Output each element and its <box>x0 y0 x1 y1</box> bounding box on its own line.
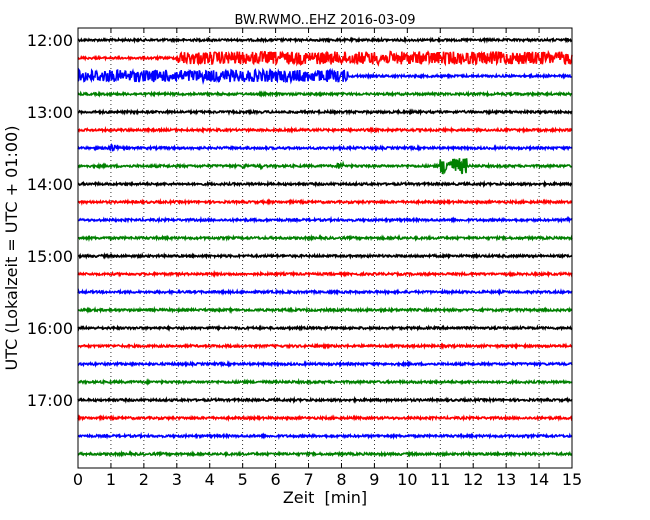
trace-1430 <box>77 215 573 224</box>
x-tick-label: 4 <box>205 470 215 489</box>
trace-1315 <box>77 125 573 135</box>
seismogram-traces <box>77 35 573 458</box>
chart-title: BW.RWMO..EHZ 2016-03-09 <box>234 13 415 28</box>
x-axis-label: Zeit [min] <box>283 488 367 507</box>
trace-1300 <box>77 108 573 116</box>
x-tick-label: 10 <box>397 470 417 489</box>
y-tick-label: 17:00 <box>27 391 73 410</box>
x-axis-ticks: 0 1 2 3 4 5 6 7 8 9 10 11 12 13 14 15 <box>73 28 582 489</box>
x-tick-label: 11 <box>430 470 450 489</box>
x-tick-label: 12 <box>463 470 483 489</box>
trace-1330 <box>77 143 573 153</box>
x-tick-label: 1 <box>106 470 116 489</box>
plot-frame <box>77 27 573 469</box>
trace-1600 <box>77 324 573 332</box>
trace-1745 <box>77 449 573 458</box>
trace-1345 <box>77 158 573 175</box>
trace-1245 <box>77 89 573 98</box>
trace-1545 <box>77 305 573 315</box>
y-tick-label: 15:00 <box>27 247 73 266</box>
x-tick-label: 7 <box>303 470 313 489</box>
vertical-grid <box>110 28 540 468</box>
trace-1500 <box>77 252 573 260</box>
trace-1645 <box>77 377 573 387</box>
y-tick-label: 12:00 <box>27 31 73 50</box>
y-tick-label: 14:00 <box>27 175 73 194</box>
x-tick-label: 6 <box>271 470 281 489</box>
trace-1715 <box>77 413 573 422</box>
x-tick-label: 5 <box>238 470 248 489</box>
x-tick-label: 9 <box>369 470 379 489</box>
y-axis-label: UTC (Lokalzeit = UTC + 01:00) <box>2 126 21 371</box>
trace-1445 <box>77 233 573 242</box>
trace-1515 <box>77 269 573 279</box>
trace-1200 <box>77 35 573 44</box>
trace-1415 <box>77 197 573 206</box>
x-tick-label: 15 <box>562 470 582 489</box>
trace-1730 <box>77 431 573 440</box>
x-tick-label: 0 <box>73 470 83 489</box>
trace-1215 <box>77 49 573 67</box>
trace-1230 <box>77 67 573 86</box>
y-tick-label: 13:00 <box>27 103 73 122</box>
x-tick-label: 14 <box>529 470 549 489</box>
y-tick-label: 16:00 <box>27 319 73 338</box>
x-tick-label: 8 <box>336 470 346 489</box>
trace-1530 <box>77 288 573 297</box>
trace-1630 <box>77 359 573 368</box>
x-tick-label: 3 <box>172 470 182 489</box>
y-axis-ticks: 12:00 13:00 14:00 15:00 16:00 17:00 <box>27 31 83 410</box>
x-tick-label: 13 <box>496 470 516 489</box>
trace-1400 <box>77 179 573 189</box>
trace-1615 <box>77 342 573 351</box>
trace-1700 <box>77 395 573 405</box>
x-tick-label: 2 <box>139 470 149 489</box>
